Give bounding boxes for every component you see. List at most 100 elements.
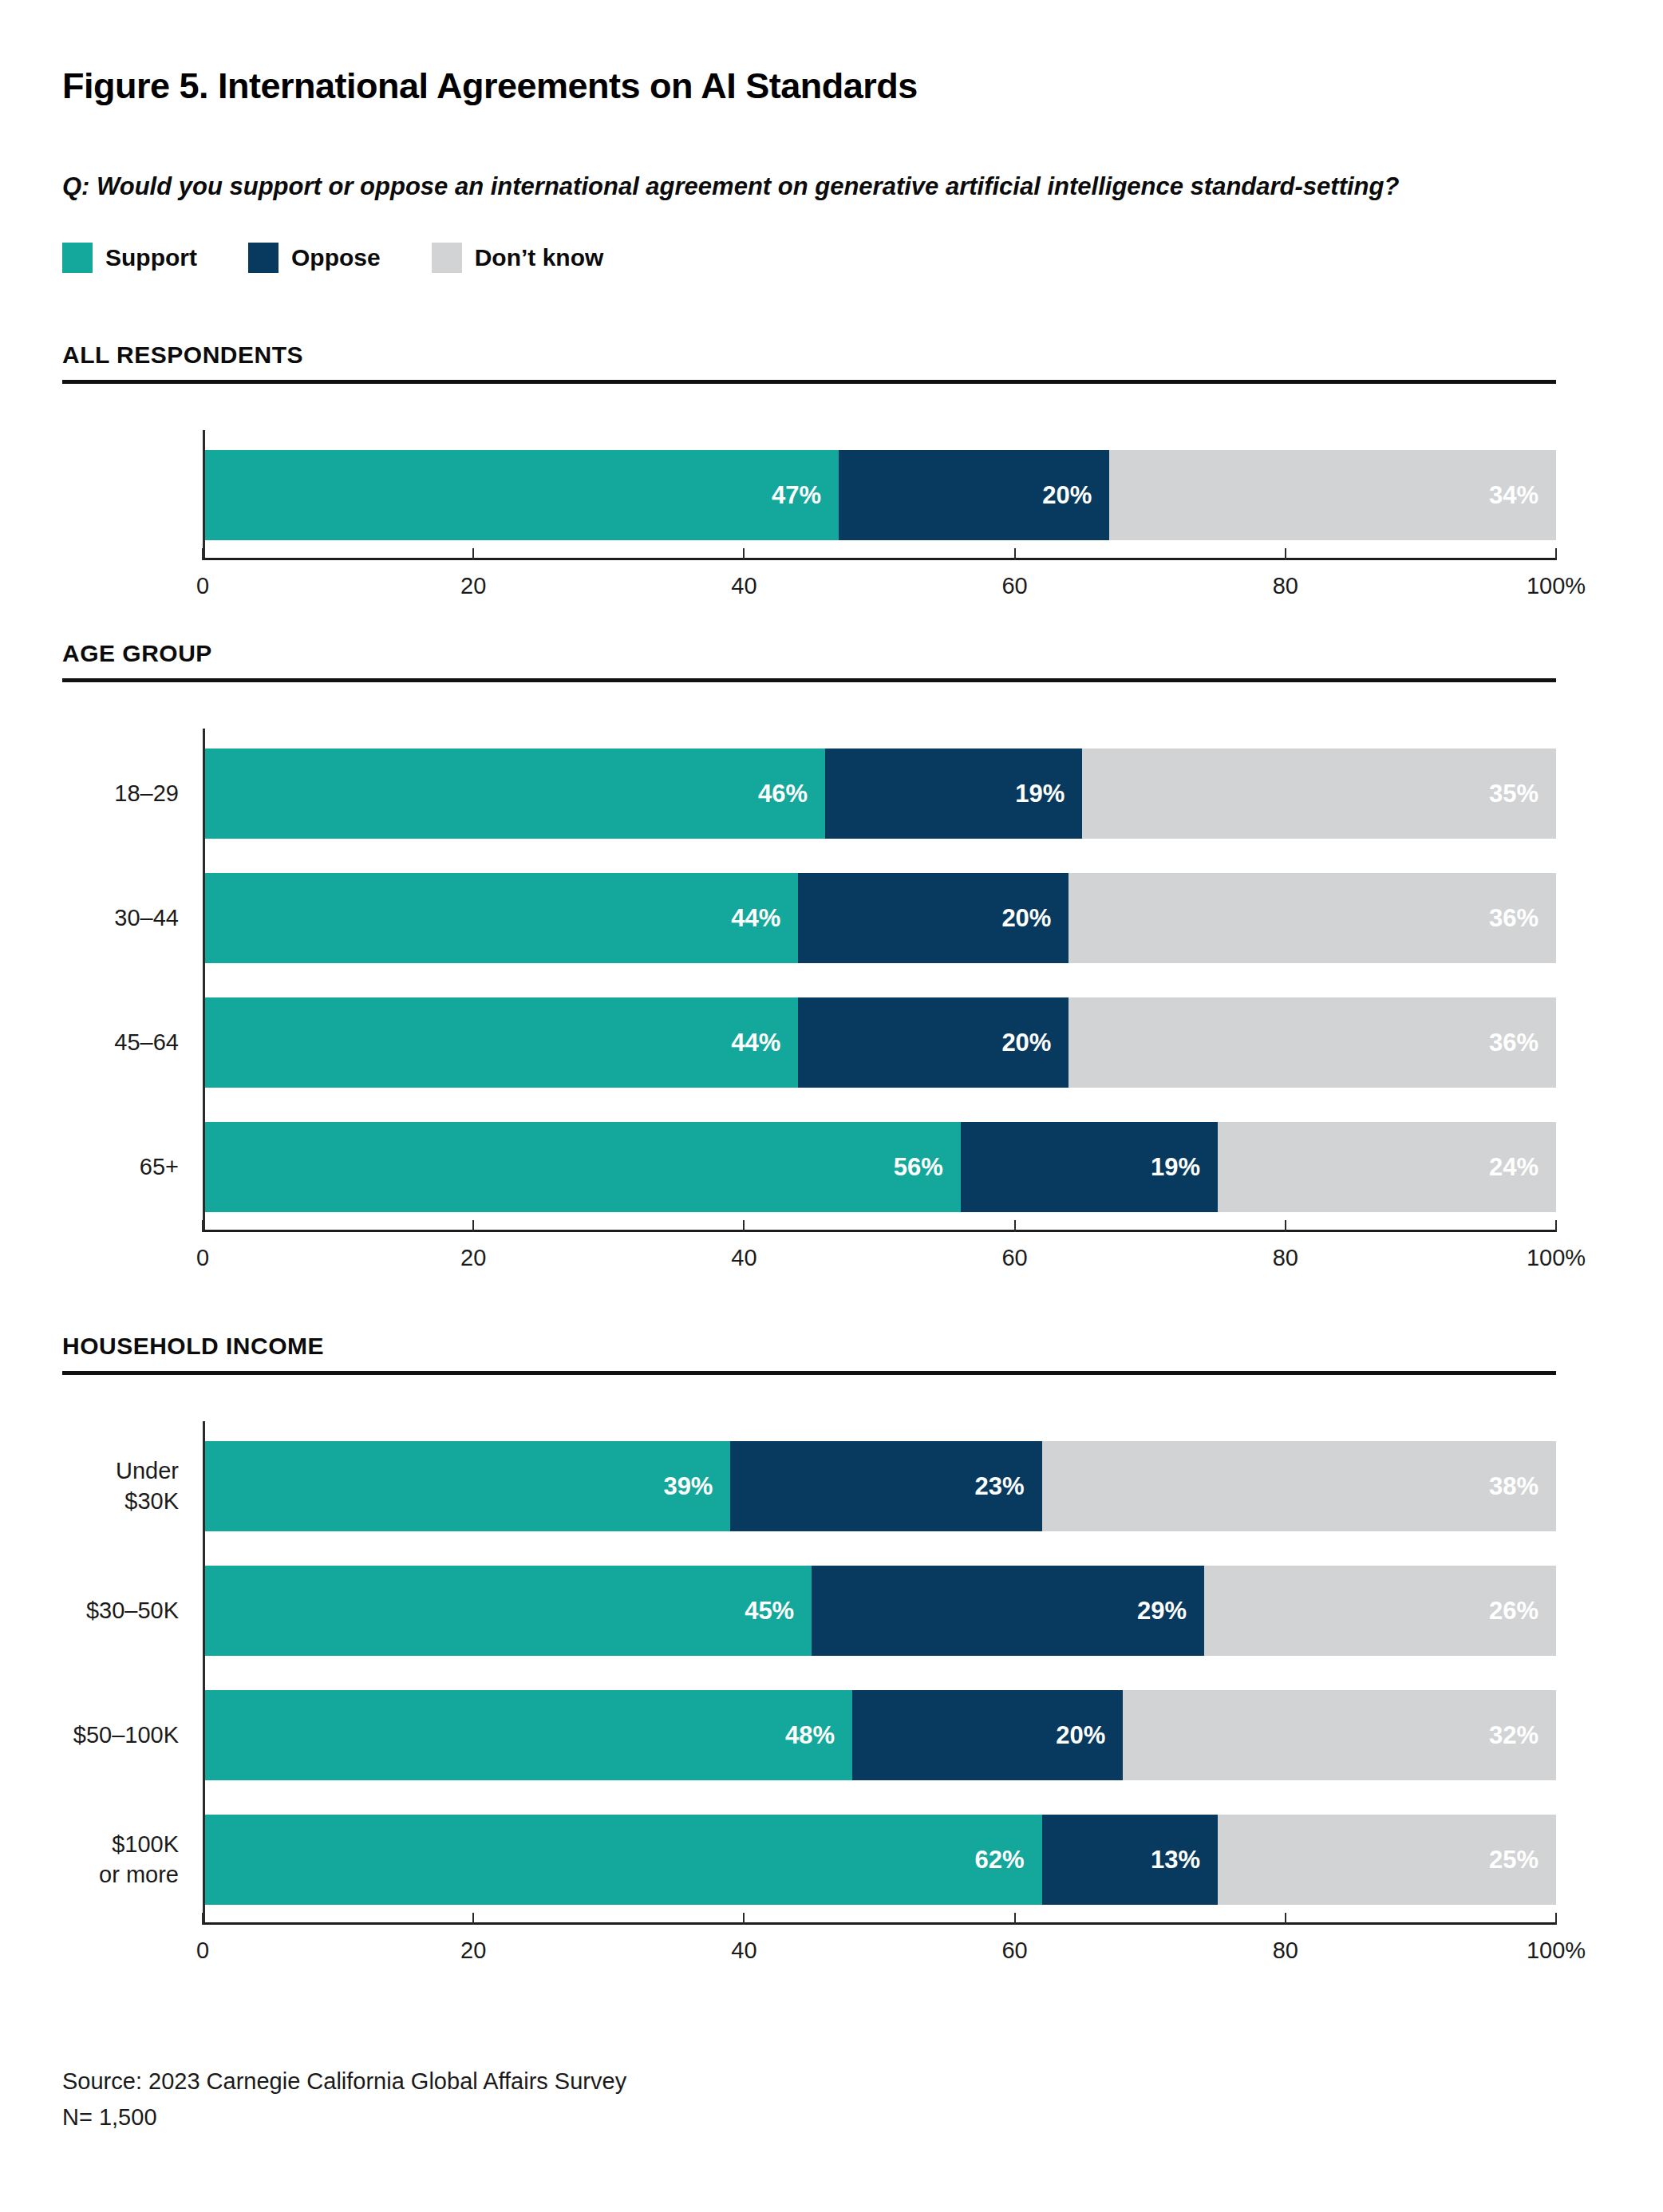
section-heading-all-respondents: ALL RESPONDENTS: [62, 342, 1556, 369]
segment-value-label: 20%: [1001, 1029, 1051, 1057]
section-divider: [62, 678, 1556, 682]
segment-support: 56%: [203, 1122, 961, 1212]
bar-row: Under $30K39%23%38%: [62, 1441, 1556, 1531]
axis-tick: [1014, 1220, 1016, 1232]
bar-row-label: 18–29: [62, 749, 203, 839]
segment-support: 46%: [203, 749, 825, 839]
segment-dont-know: 36%: [1069, 873, 1556, 963]
stacked-bar: 46%19% 35%: [203, 749, 1556, 839]
bar-row-label: Under $30K: [62, 1441, 203, 1531]
x-axis-tick-label: 20: [460, 1937, 486, 1964]
segment-oppose: 20%: [839, 450, 1109, 540]
figure-header: Figure 5. International Agreements on AI…: [62, 65, 1556, 273]
segment-value-label: 35%: [1489, 780, 1539, 808]
axis-tick: [1285, 1220, 1286, 1232]
segment-support: 39%: [203, 1441, 730, 1531]
x-axis: [203, 1230, 1556, 1232]
bar-row-label: 65+: [62, 1122, 203, 1212]
bar-row-label: 45–64: [62, 997, 203, 1088]
segment-support: 47%: [203, 450, 839, 540]
bar-row-label: $100K or more: [62, 1815, 203, 1905]
axis-tick: [743, 548, 745, 560]
stacked-bar: 45%29%26%: [203, 1566, 1556, 1656]
axis-tick: [202, 548, 203, 560]
axis-tick: [472, 1220, 474, 1232]
axis-tick: [1014, 548, 1016, 560]
bar-row-label: [62, 450, 203, 540]
axis-tick: [1555, 1220, 1557, 1232]
axis-tick: [202, 1220, 203, 1232]
segment-support: 44%: [203, 873, 798, 963]
x-axis-tick-label: 40: [731, 1245, 756, 1271]
x-axis-tick-label: 100%: [1527, 573, 1586, 599]
stacked-bar: 44%20%36%: [203, 997, 1556, 1088]
support-color-swatch: [62, 243, 93, 273]
x-axis-tick-label: 80: [1273, 1937, 1298, 1964]
section-household-income: HOUSEHOLD INCOME Under $30K39%23%38%$30–…: [62, 1333, 1556, 1968]
bar-row: 47%20%34%: [62, 450, 1556, 540]
segment-value-label: 38%: [1489, 1472, 1539, 1501]
x-axis-tick-label: 20: [460, 573, 486, 599]
figure-title: Figure 5. International Agreements on AI…: [62, 65, 1556, 107]
legend-label-dont-know: Don’t know: [475, 244, 604, 271]
bar-row: $50–100K48%20%32%: [62, 1690, 1556, 1780]
x-axis-labels: 020406080100%: [203, 1245, 1556, 1275]
dont-know-color-swatch: [432, 243, 462, 273]
section-divider: [62, 380, 1556, 384]
bar-row: 45–6444%20%36%: [62, 997, 1556, 1088]
x-axis-labels: 020406080100%: [203, 573, 1556, 603]
segment-oppose: 19%: [825, 749, 1082, 839]
stacked-bar: 47%20%34%: [203, 450, 1556, 540]
segment-oppose: 19%: [961, 1122, 1218, 1212]
y-axis-line: [203, 729, 205, 1230]
stacked-bar: 62%13%25%: [203, 1815, 1556, 1905]
segment-value-label: 26%: [1489, 1597, 1539, 1625]
plot-area: 47%20%34%: [62, 430, 1556, 558]
source-line: Source: 2023 Carnegie California Global …: [62, 2064, 1556, 2099]
bar-row: 30–4444% 20% 36%: [62, 873, 1556, 963]
x-axis-tick-label: 60: [1001, 1245, 1027, 1271]
x-axis: [203, 558, 1556, 560]
section-divider: [62, 1371, 1556, 1375]
segment-value-label: 20%: [1056, 1721, 1105, 1750]
axis-tick: [202, 1913, 203, 1925]
sample-size: N= 1,500: [62, 2099, 1556, 2135]
survey-question: Q: Would you support or oppose an intern…: [62, 172, 1556, 201]
bar-row-label: $30–50K: [62, 1566, 203, 1656]
axis-tick: [1555, 1913, 1557, 1925]
segment-value-label: 20%: [1042, 481, 1092, 510]
bar-row: 65+56%19%24%: [62, 1122, 1556, 1212]
stacked-bar: 56%19%24%: [203, 1122, 1556, 1212]
segment-value-label: 29%: [1137, 1597, 1187, 1625]
axis-tick: [1014, 1913, 1016, 1925]
segment-oppose: 20%: [798, 997, 1069, 1088]
legend-item-oppose: Oppose: [248, 243, 381, 273]
segment-dont-know: 35%: [1082, 749, 1556, 839]
x-axis-tick-label: 0: [196, 573, 209, 599]
all-respondents-chart: 47%20%34%020406080100%: [62, 430, 1556, 603]
segment-value-label: 19%: [1151, 1153, 1200, 1182]
x-axis-tick-label: 100%: [1527, 1245, 1586, 1271]
x-axis-tick-label: 60: [1001, 1937, 1027, 1964]
x-axis-tick-label: 60: [1001, 573, 1027, 599]
bar-row: $100K or more62%13%25%: [62, 1815, 1556, 1905]
y-axis-line: [203, 1421, 205, 1922]
segment-support: 62%: [203, 1815, 1042, 1905]
x-axis-tick-label: 20: [460, 1245, 486, 1271]
stacked-bar: 39%23%38%: [203, 1441, 1556, 1531]
segment-support: 48%: [203, 1690, 852, 1780]
segment-value-label: 48%: [785, 1721, 835, 1750]
segment-value-label: 36%: [1489, 904, 1539, 933]
y-axis-line: [203, 430, 205, 558]
section-all-respondents: ALL RESPONDENTS 47%20%34%020406080100%: [62, 342, 1556, 603]
axis-tick: [743, 1220, 745, 1232]
segment-value-label: 44%: [731, 1029, 780, 1057]
household-income-chart: Under $30K39%23%38%$30–50K45%29%26%$50–1…: [62, 1421, 1556, 1968]
segment-value-label: 13%: [1151, 1846, 1200, 1874]
x-axis-tick-label: 0: [196, 1937, 209, 1964]
segment-value-label: 20%: [1001, 904, 1051, 933]
x-axis-labels: 020406080100%: [203, 1937, 1556, 1968]
plot-area: 18–2946%19%35%30–4444%20%36%45–6444%20%3…: [62, 729, 1556, 1230]
legend-label-support: Support: [105, 244, 197, 271]
bar-row-label: 30–44: [62, 873, 203, 963]
